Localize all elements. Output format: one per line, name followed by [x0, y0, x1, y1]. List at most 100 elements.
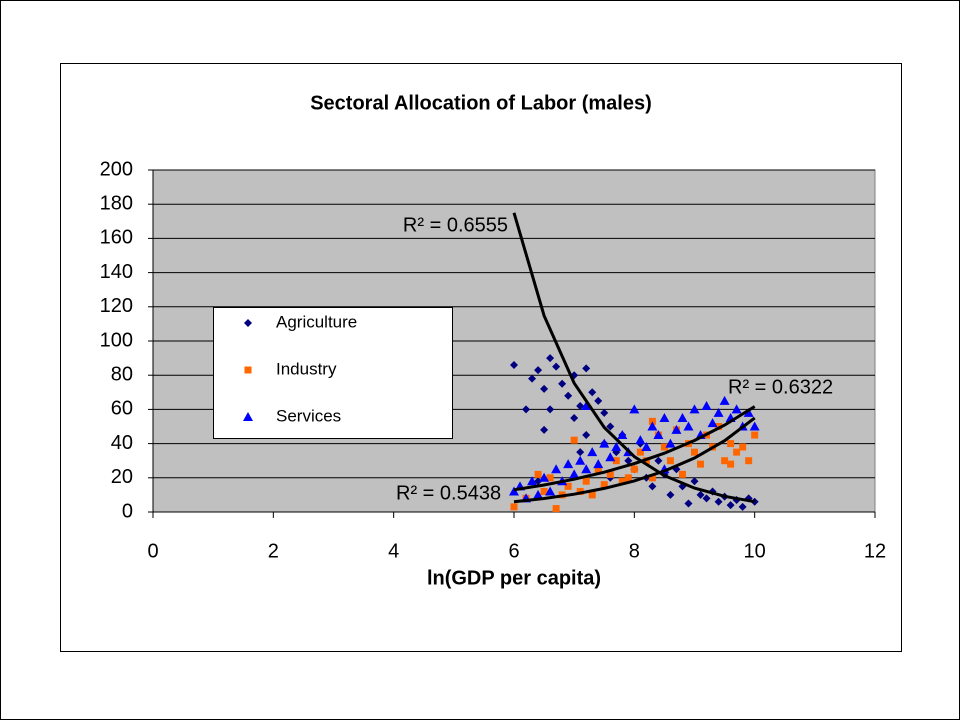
marker-diamond [726, 501, 735, 510]
marker-square [618, 477, 626, 485]
marker-triangle [569, 469, 580, 479]
marker-diamond [528, 374, 537, 383]
trendline-label: R² = 0.6322 [728, 376, 833, 398]
marker-triangle [563, 459, 574, 469]
marker-square [552, 505, 560, 513]
marker-square [691, 448, 698, 456]
marker-diamond [552, 362, 561, 371]
marker-triangle [533, 489, 544, 499]
marker-triangle [551, 464, 562, 474]
marker-square [648, 417, 656, 425]
y-tick-label: 140 [100, 261, 133, 283]
marker-triangle [707, 418, 718, 428]
marker-square [606, 470, 614, 478]
marker-diamond [534, 366, 543, 375]
marker-diamond [576, 401, 585, 410]
marker-diamond [558, 379, 567, 388]
marker-square [244, 366, 252, 374]
legend-label: Industry [276, 359, 337, 378]
marker-square [678, 470, 686, 478]
marker-triangle [653, 430, 664, 440]
y-tick-label: 40 [111, 432, 133, 454]
x-tick-label: 10 [744, 540, 766, 562]
marker-square [666, 457, 674, 465]
marker-triangle [629, 404, 640, 414]
marker-triangle [689, 404, 700, 414]
marker-triangle [243, 412, 253, 421]
marker-diamond [684, 499, 693, 508]
legend [213, 307, 453, 439]
marker-square [636, 448, 644, 456]
y-tick-label: 120 [100, 295, 133, 317]
marker-square [630, 465, 638, 473]
marker-diamond [576, 448, 585, 457]
marker-diamond [510, 360, 518, 369]
marker-square [727, 440, 735, 448]
y-tick-label: 80 [111, 363, 133, 385]
x-tick-label: 4 [388, 540, 399, 562]
marker-triangle [593, 459, 604, 469]
marker-square [576, 487, 584, 495]
legend-label: Services [276, 406, 341, 425]
marker-diamond [600, 408, 609, 417]
marker-square [721, 457, 729, 465]
trendline-label: R² = 0.5438 [396, 482, 501, 504]
marker-triangle [617, 430, 628, 440]
y-tick-label: 160 [100, 227, 133, 249]
trendline-label: R² = 0.6555 [403, 214, 508, 236]
marker-square [570, 436, 578, 444]
marker-diamond [546, 405, 555, 414]
marker-triangle [665, 438, 676, 448]
marker-triangle [713, 407, 724, 417]
trendline [513, 416, 756, 504]
marker-diamond [738, 502, 747, 511]
x-tick-label: 2 [268, 540, 279, 562]
marker-square [745, 457, 753, 465]
marker-triangle [749, 421, 760, 431]
marker-diamond [244, 319, 252, 327]
marker-diamond [702, 494, 711, 503]
marker-square [540, 487, 548, 495]
marker-diamond [546, 354, 555, 363]
marker-square [697, 460, 705, 468]
x-tick-label: 12 [864, 540, 886, 562]
marker-triangle [641, 442, 652, 452]
x-tick-label: 6 [508, 540, 519, 562]
marker-square [624, 474, 632, 482]
marker-diamond [564, 391, 573, 400]
y-tick-label: 200 [100, 158, 133, 180]
marker-triangle [671, 424, 682, 434]
marker-triangle [605, 452, 616, 462]
marker-triangle [581, 400, 592, 410]
marker-square [534, 470, 542, 478]
marker-square [739, 443, 747, 451]
marker-triangle [587, 447, 598, 457]
marker-triangle [509, 486, 519, 496]
marker-triangle [527, 476, 538, 486]
marker-triangle [731, 404, 742, 414]
marker-triangle [611, 442, 622, 452]
marker-triangle [743, 407, 754, 417]
trendline [512, 212, 755, 504]
marker-triangle [539, 472, 550, 482]
trendline [513, 405, 756, 492]
marker-triangle [701, 400, 712, 410]
marker-triangle [683, 421, 694, 431]
marker-square [727, 460, 735, 468]
marker-triangle [581, 464, 592, 474]
marker-diamond [582, 431, 591, 440]
marker-square [588, 491, 596, 499]
y-tick-label: 180 [100, 192, 133, 214]
marker-diamond [714, 497, 723, 506]
marker-diamond [594, 396, 603, 405]
x-axis-label: ln(GDP per capita) [427, 567, 601, 589]
marker-diamond [588, 388, 597, 397]
marker-square [612, 457, 620, 465]
marker-square [733, 448, 741, 456]
marker-diamond [570, 413, 579, 422]
marker-diamond [624, 456, 633, 465]
marker-diamond [654, 456, 663, 465]
marker-square [594, 465, 602, 473]
y-tick-label: 0 [122, 500, 133, 522]
marker-triangle [545, 486, 556, 496]
